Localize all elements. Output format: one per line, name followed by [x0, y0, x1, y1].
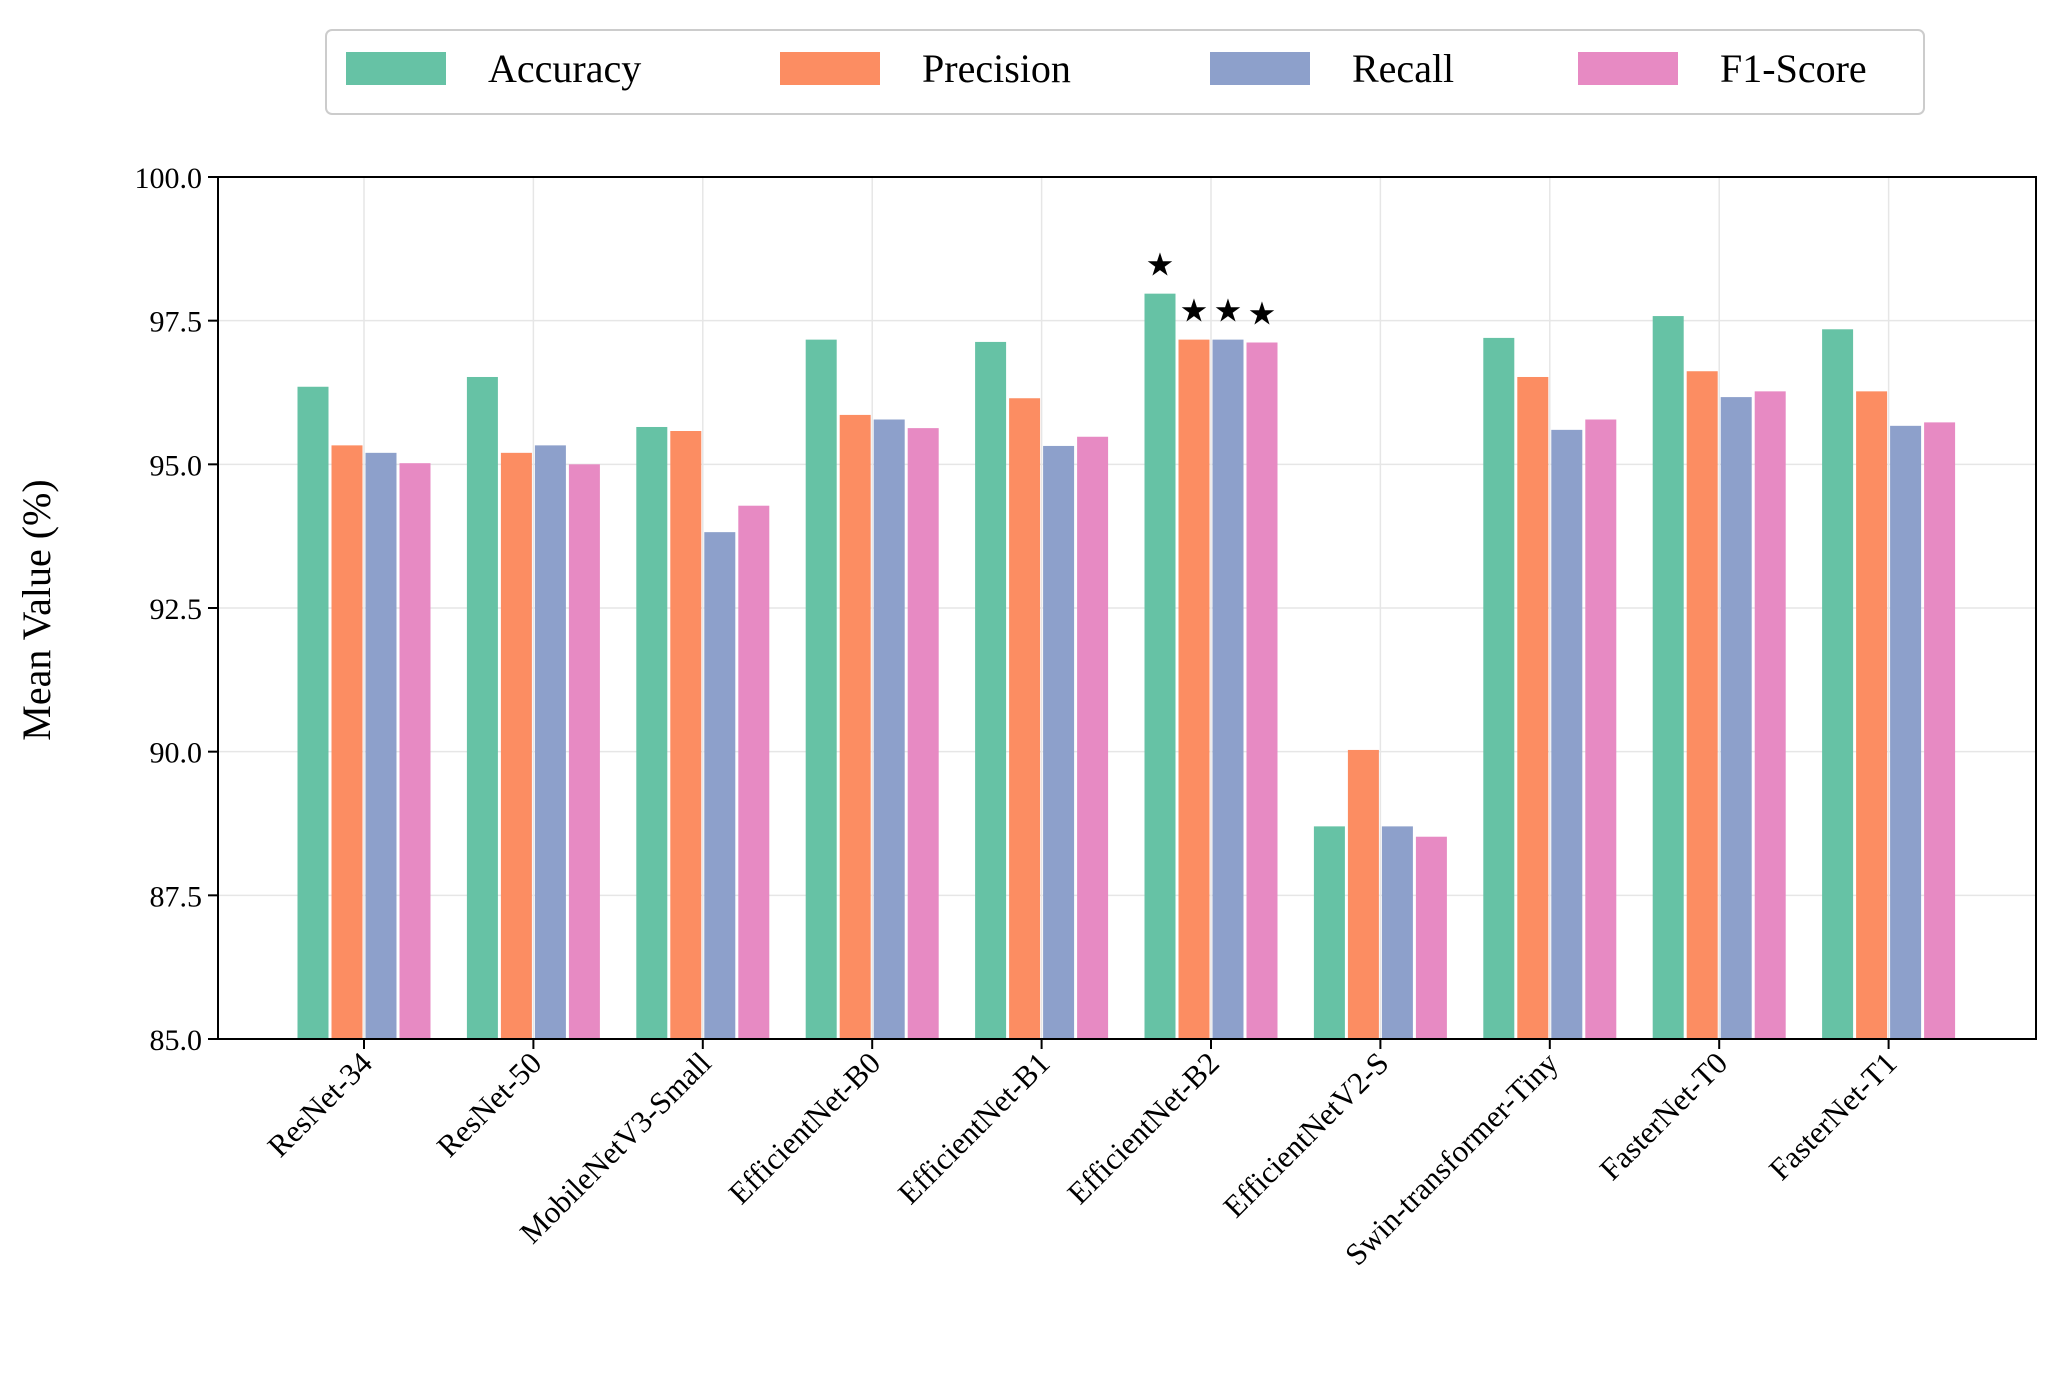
- bar-accuracy: [466, 376, 498, 1039]
- bars-layer: [297, 293, 1956, 1040]
- bar-f1-score: [1077, 436, 1109, 1039]
- bar-precision: [1686, 371, 1718, 1040]
- x-tick-label: EfficientNet-B0: [722, 1045, 888, 1211]
- x-tick-label: ResNet-34: [260, 1045, 379, 1164]
- legend-label: Recall: [1352, 46, 1454, 91]
- bar-recall: [1381, 826, 1413, 1039]
- bar-accuracy: [1144, 293, 1176, 1039]
- x-tick-label: EfficientNet-B2: [1060, 1045, 1226, 1211]
- bar-recall: [873, 419, 905, 1039]
- bar-f1-score: [1585, 419, 1617, 1039]
- x-tick-label: ResNet-50: [430, 1045, 549, 1164]
- x-tick-label: MobileNetV3-Small: [513, 1045, 718, 1250]
- bar-recall: [1720, 397, 1752, 1040]
- y-tick-label: 90.0: [150, 737, 203, 770]
- x-tick-label: FasterNet-T1: [1762, 1045, 1904, 1187]
- legend-box: [325, 29, 1925, 115]
- y-tick-label: 97.5: [150, 306, 203, 339]
- bar-precision: [1517, 376, 1549, 1039]
- legend-swatch: [346, 52, 446, 85]
- legend: Accuracy Precision Recall F1-Score: [325, 29, 1925, 115]
- bar-recall: [704, 532, 736, 1039]
- x-tick-label: FasterNet-T0: [1593, 1045, 1735, 1187]
- bar-f1-score: [568, 464, 600, 1039]
- bar-recall: [1212, 339, 1244, 1039]
- bar-accuracy: [636, 426, 668, 1040]
- bar-f1-score: [738, 505, 770, 1039]
- y-tick-label: 100.0: [135, 162, 203, 195]
- y-tick-label: 92.5: [150, 593, 203, 626]
- bar-f1-score: [399, 463, 431, 1040]
- bar-precision: [500, 452, 532, 1040]
- legend-label: Precision: [922, 46, 1071, 91]
- bar-f1-score: [1415, 836, 1447, 1039]
- bar-f1-score: [907, 428, 939, 1039]
- bar-f1-score: [1924, 422, 1956, 1039]
- bar-recall: [365, 452, 397, 1040]
- y-tick-label: 85.0: [150, 1024, 203, 1057]
- bar-f1-score: [1754, 391, 1786, 1039]
- bar-precision: [1009, 398, 1041, 1039]
- x-tick-label: EfficientNet-B1: [891, 1045, 1057, 1211]
- bar-precision: [1347, 749, 1379, 1039]
- bar-accuracy: [975, 341, 1007, 1039]
- bar-accuracy: [1483, 337, 1515, 1039]
- y-tick-label: 95.0: [150, 449, 203, 482]
- bar-accuracy: [1822, 329, 1854, 1040]
- y-axis-label: Mean Value (%): [14, 479, 59, 740]
- legend-swatch: [1210, 52, 1310, 85]
- best-value-star: ★: [1248, 296, 1277, 332]
- bar-f1-score: [1246, 342, 1278, 1039]
- best-value-star: ★: [1214, 293, 1243, 329]
- bar-precision: [670, 431, 702, 1039]
- markers-layer: ★★ ★ ★: [1146, 247, 1277, 332]
- y-tick-label: 87.5: [150, 880, 203, 913]
- bar-accuracy: [1652, 316, 1684, 1039]
- best-value-star: ★: [1180, 293, 1209, 329]
- bar-accuracy: [297, 386, 329, 1040]
- legend-label: Accuracy: [488, 46, 641, 91]
- legend-swatch: [780, 52, 880, 85]
- bar-recall: [1551, 429, 1583, 1039]
- bar-accuracy: [1313, 826, 1345, 1039]
- bar-accuracy: [805, 339, 837, 1039]
- x-tick-label: EfficientNetV2-S: [1216, 1045, 1395, 1224]
- bar-precision: [331, 445, 363, 1039]
- bar-recall: [534, 445, 566, 1039]
- plot-frame: [217, 176, 2037, 1040]
- bar-recall: [1890, 425, 1922, 1039]
- bar-recall: [1043, 445, 1075, 1040]
- bar-precision: [839, 414, 871, 1039]
- best-value-star: ★: [1146, 247, 1175, 283]
- bar-precision: [1856, 391, 1888, 1039]
- legend-swatch: [1578, 52, 1678, 85]
- bar-precision: [1178, 339, 1210, 1039]
- legend-label: F1-Score: [1720, 46, 1867, 91]
